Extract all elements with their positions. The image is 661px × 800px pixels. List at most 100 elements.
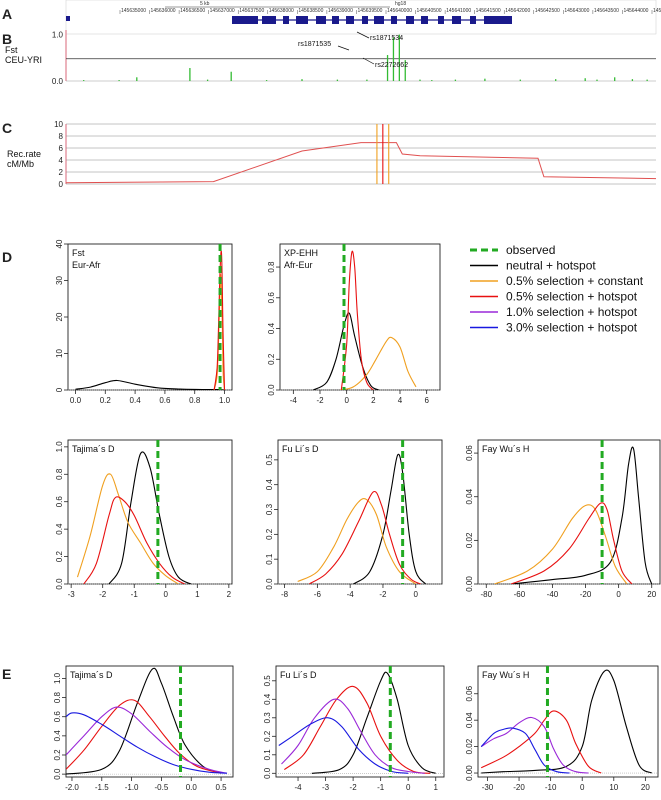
panel-letter-b: B <box>2 31 12 47</box>
coord-tick-label: 145636500 <box>180 8 205 14</box>
gene-exon <box>283 16 289 24</box>
y-tick-label: 0.2 <box>55 550 64 562</box>
density-curve-neutral <box>311 671 436 774</box>
x-tick-label: -1 <box>377 783 385 792</box>
gene-exons <box>232 16 512 24</box>
density-curve-sel10_hot <box>281 698 425 774</box>
y-tick-label: 0.8 <box>53 691 62 703</box>
y-tick-label: 0.8 <box>267 261 276 273</box>
x-tick-label: 6 <box>424 396 429 405</box>
coord-tick-label: 145640500 <box>417 8 442 14</box>
coord-tick-label: 145641000 <box>446 8 471 14</box>
y-tick-label: 0.3 <box>265 503 274 515</box>
gene-exon <box>362 16 368 24</box>
gene-exon <box>452 16 461 24</box>
legend-label-neutral: neutral + hotspot <box>506 259 596 273</box>
x-tick-label: -4 <box>290 396 298 405</box>
legend-label-sel10_hot: 1.0% selection + hotspot <box>506 305 638 319</box>
density-curve-sel30_hot <box>66 712 228 774</box>
rec-y-tick-label: 2 <box>59 168 64 177</box>
plot-title: Fay Wu´s H <box>482 444 529 454</box>
y-tick-label: 0.06 <box>465 445 474 461</box>
x-tick-label: -10 <box>545 783 557 792</box>
plot-frame <box>67 243 233 391</box>
gene-exon <box>484 16 512 24</box>
coord-tick-label: 145640000 <box>387 8 412 14</box>
x-tick-label: 0 <box>414 590 419 599</box>
x-tick-label: -30 <box>482 783 494 792</box>
y-tick-label: 40 <box>55 239 64 248</box>
gene-exon <box>421 16 428 24</box>
plot-e1: -2.0 -1.5 -1.0 -0.5 0.0 0.5 0.0 0.2 0.4 0.6 0.8 1.0… <box>53 665 234 792</box>
x-tick-label: -4 <box>347 590 355 599</box>
density-curve-sel05_hot <box>308 490 421 584</box>
plot-title: Fu Li´s D <box>280 670 317 680</box>
plot-frame <box>477 439 661 585</box>
snp-annotation-label: rs1871534 <box>370 35 403 42</box>
y-tick-label: 0.0 <box>267 384 276 396</box>
y-tick-label: 0.4 <box>53 730 62 742</box>
gene-exon <box>438 16 444 24</box>
gene-exon <box>232 16 258 24</box>
y-tick-label: 0.4 <box>263 693 272 705</box>
x-tick-label: 0 <box>616 590 621 599</box>
coord-tick-label: 145642500 <box>535 8 560 14</box>
x-tick-label: 0 <box>344 396 349 405</box>
plot-d5: -80 -60 -40 -20 0 20 0.00 0.02 0.04 0.06 Fay Wu´s … <box>465 439 661 599</box>
gene-track-panel: 5 kb hg18 145635000 145636000 145636500 145… <box>65 0 661 35</box>
x-tick-label: 0.0 <box>186 783 198 792</box>
y-tick-label: 0.3 <box>263 712 272 724</box>
y-tick-label: 0.6 <box>53 711 62 723</box>
x-tick-label: 4 <box>398 396 403 405</box>
y-tick-label: 0.02 <box>465 738 474 754</box>
density-curve-neutral <box>66 667 222 775</box>
density-curve-sel10_hot <box>480 716 589 774</box>
gene-exon <box>374 16 384 24</box>
density-curve-sel05_hot <box>510 502 633 584</box>
plot-e3: -30 -20 -10 0 10 20 0.00 0.02 0.04 0.06 Fay Wu´s H <box>465 665 659 792</box>
y-tick-label: 0.00 <box>465 765 474 781</box>
y-tick-label: 0.0 <box>55 578 64 590</box>
panel-letter-a: A <box>2 6 12 22</box>
coord-tick-label: 145638500 <box>298 8 323 14</box>
plot-frame <box>65 665 234 778</box>
density-curve-sel05_const <box>339 336 417 390</box>
plot-d4: -8 -6 -4 -2 0 0.0 0.1 0.2 0.3 0.4 0.5 Fu Li´s D <box>265 439 443 599</box>
x-tick-label: -2 <box>316 396 324 405</box>
density-curve-sel30_hot <box>278 717 409 774</box>
x-tick-label: -3 <box>68 590 76 599</box>
plot-title: Fst <box>72 248 85 258</box>
x-tick-label: -40 <box>547 590 559 599</box>
x-tick-label: -1.5 <box>95 783 109 792</box>
plot-frame <box>275 665 445 778</box>
y-tick-label: 1.0 <box>55 441 64 453</box>
x-tick-label: -60 <box>514 590 526 599</box>
x-tick-label: -2 <box>379 590 387 599</box>
coord-tick-label: 145637000 <box>210 8 235 14</box>
x-tick-label: -1.0 <box>125 783 139 792</box>
legend-label-observed: observed <box>506 243 555 257</box>
x-tick-label: 1.0 <box>219 396 231 405</box>
x-tick-label: -20 <box>580 590 592 599</box>
snp-annotation-leader <box>337 45 350 51</box>
y-tick-label: 10 <box>55 349 64 358</box>
x-tick-label: -1 <box>131 590 139 599</box>
y-tick-label: 0.04 <box>465 712 474 728</box>
coord-tick-label: 145643000 <box>564 8 589 14</box>
panel-letter-e: E <box>2 666 11 682</box>
fst-y-tick-label: 1.0 <box>52 31 64 40</box>
fst-y-label: Fst <box>5 45 18 55</box>
plot-title: Fu Li´s D <box>282 444 319 454</box>
gene-exon <box>391 16 397 24</box>
y-tick-label: 0.02 <box>465 532 474 548</box>
x-tick-label: 20 <box>641 783 650 792</box>
density-curve-sel05_hot <box>83 496 185 584</box>
coord-tick-label: 145639000 <box>328 8 353 14</box>
plot-subtitle: Eur-Afr <box>72 260 101 270</box>
x-tick-label: 0 <box>164 590 169 599</box>
rec-y-tick-label: 6 <box>59 144 64 153</box>
gene-track-marker <box>66 16 70 21</box>
